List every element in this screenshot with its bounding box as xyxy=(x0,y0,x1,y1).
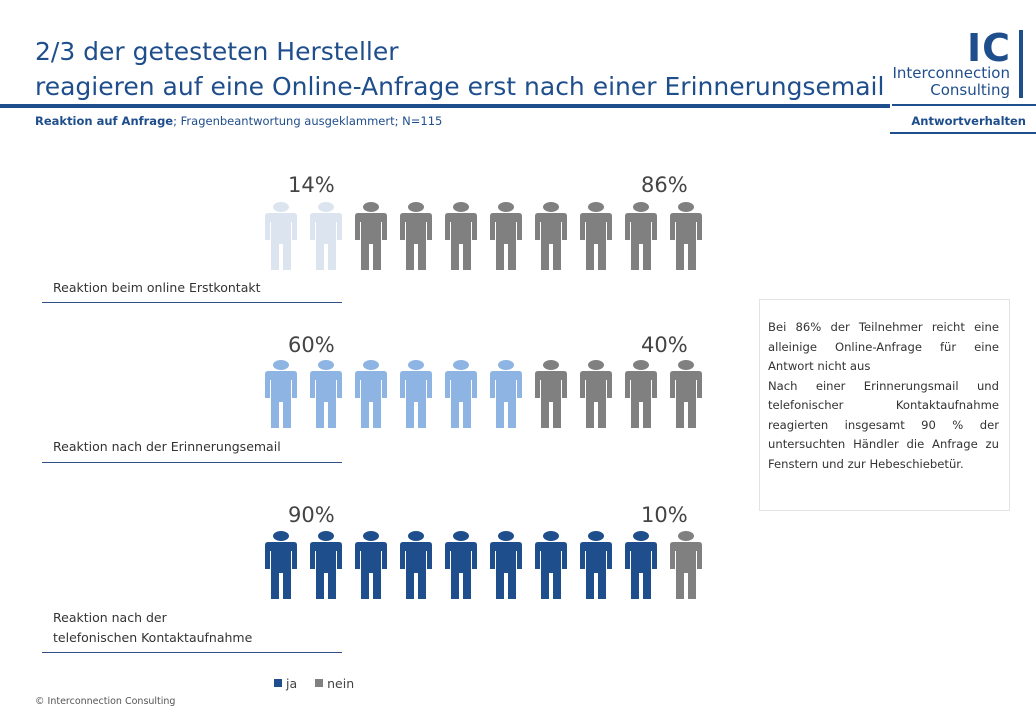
row2-pictogram xyxy=(262,360,712,430)
legend-label-nein: nein xyxy=(327,676,355,691)
person-icon-nein xyxy=(355,202,387,270)
person-icon-ja xyxy=(535,531,567,599)
person-icon-ja xyxy=(265,531,297,599)
row3-pictogram xyxy=(262,531,712,601)
person-icon-ja xyxy=(355,531,387,599)
person-icon-ja xyxy=(355,360,387,428)
company-logo: IC Interconnection Consulting xyxy=(885,26,1030,102)
row1-pictogram xyxy=(262,202,712,272)
person-icon-ja xyxy=(265,202,297,270)
logo-bar xyxy=(1019,30,1023,98)
person-icon-ja xyxy=(310,360,342,428)
legend-swatch-nein xyxy=(315,679,324,687)
person-icon-ja xyxy=(310,531,342,599)
legend-label-ja: ja xyxy=(286,676,298,691)
note-paragraph-1: Bei 86% der Teilnehmer reicht eine allei… xyxy=(768,320,999,373)
row2-label: Reaktion nach der Erinnerungsemail xyxy=(53,439,281,454)
person-icon-ja xyxy=(445,360,477,428)
person-icon-nein xyxy=(535,360,567,428)
logo-mark: IC xyxy=(967,26,1012,70)
note-paragraph-2: Nach einer Erinnerungsmail und telefonis… xyxy=(768,378,999,471)
person-icon-nein xyxy=(670,202,702,270)
title-line-1: 2/3 der getesteten Hersteller xyxy=(35,37,399,66)
person-icon-ja xyxy=(400,360,432,428)
person-icon-nein xyxy=(580,202,612,270)
person-icon-ja xyxy=(580,531,612,599)
person-icon-nein xyxy=(400,202,432,270)
row1-ja-pct: 14% xyxy=(288,173,335,197)
page-title: 2/3 der getesteten Hersteller reagieren … xyxy=(35,34,884,104)
title-line-2: reagieren auf eine Online-Anfrage erst n… xyxy=(35,72,885,101)
chart-legend: ja nein xyxy=(274,676,368,691)
row2-divider xyxy=(42,462,342,463)
person-icon-ja xyxy=(625,531,657,599)
legend-item-ja: ja xyxy=(274,676,297,691)
row1-label: Reaktion beim online Erstkontakt xyxy=(53,280,261,295)
row3-label: Reaktion nach der telefonischen Kontakta… xyxy=(53,608,252,648)
row3-label-line-1: Reaktion nach der xyxy=(53,610,167,625)
row1-divider xyxy=(42,302,342,303)
logo-word-1: Interconnection xyxy=(892,64,1010,82)
person-icon-nein xyxy=(670,360,702,428)
person-icon-ja xyxy=(265,360,297,428)
chart-subtitle: Reaktion auf Anfrage; Fragenbeantwortung… xyxy=(35,114,442,128)
legend-swatch-ja xyxy=(274,679,282,687)
section-rule xyxy=(890,132,1036,134)
row3-ja-pct: 90% xyxy=(288,503,335,527)
subtitle-bold: Reaktion auf Anfrage xyxy=(35,114,174,128)
header-rule xyxy=(0,104,890,108)
person-icon-nein xyxy=(670,531,702,599)
subtitle-rest: ; Fragenbeantwortung ausgeklammert; N=11… xyxy=(173,114,443,128)
row3-divider xyxy=(42,652,342,653)
person-icon-ja xyxy=(445,531,477,599)
person-icon-ja xyxy=(490,531,522,599)
person-icon-nein xyxy=(535,202,567,270)
person-icon-ja xyxy=(490,360,522,428)
row2-nein-pct: 40% xyxy=(641,333,688,357)
person-icon-nein xyxy=(490,202,522,270)
summary-note: Bei 86% der Teilnehmer reicht eine allei… xyxy=(759,299,1010,511)
person-icon-nein xyxy=(625,360,657,428)
logo-word-2: Consulting xyxy=(930,81,1010,99)
row2-ja-pct: 60% xyxy=(288,333,335,357)
person-icon-nein xyxy=(445,202,477,270)
row3-label-line-2: telefonischen Kontaktaufnahme xyxy=(53,630,253,645)
legend-item-nein: nein xyxy=(315,676,354,691)
person-icon-ja xyxy=(310,202,342,270)
row1-nein-pct: 86% xyxy=(641,173,688,197)
person-icon-nein xyxy=(625,202,657,270)
row3-nein-pct: 10% xyxy=(641,503,688,527)
person-icon-ja xyxy=(400,531,432,599)
copyright: © Interconnection Consulting xyxy=(35,696,176,707)
header-rule-right xyxy=(892,104,1036,106)
person-icon-nein xyxy=(580,360,612,428)
section-tag: Antwortverhalten xyxy=(911,114,1026,128)
